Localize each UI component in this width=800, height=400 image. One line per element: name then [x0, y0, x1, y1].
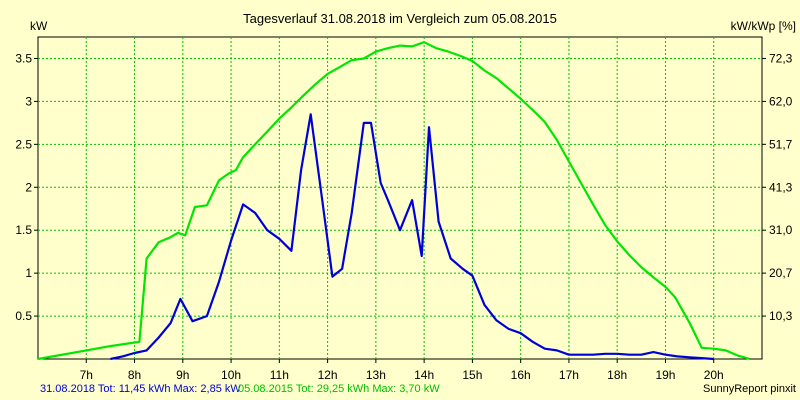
y2-tick-label: 51,7: [769, 137, 793, 151]
x-tick-label: 11h: [270, 368, 289, 382]
x-tick-label: 7h: [80, 368, 93, 382]
y-tick-label: 2.5: [15, 137, 32, 151]
y2-tick-label: 41,3: [769, 180, 793, 194]
x-tick-label: 12h: [318, 368, 338, 382]
y-tick-label: 3.5: [15, 51, 32, 65]
x-tick-label: 13h: [366, 368, 386, 382]
x-tick-label: 18h: [607, 368, 627, 382]
y-tick-label: 1: [25, 266, 32, 280]
x-tick-label: 15h: [462, 368, 482, 382]
footer-credit: SunnyReport pinxit: [703, 383, 796, 395]
x-tick-label: 16h: [511, 368, 531, 382]
grid: [38, 37, 762, 359]
x-tick-label: 10h: [221, 368, 241, 382]
y-axis-right: 10,3 20,7 31,0 41,3 51,7 62,0 72,3: [762, 51, 793, 323]
y-tick-label: 3: [25, 94, 32, 108]
plot-area: [37, 36, 763, 360]
y-axis-left-label: kW: [30, 19, 48, 33]
y2-tick-label: 31,0: [769, 223, 793, 237]
x-tick-label: 20h: [704, 368, 724, 382]
x-tick-label: 9h: [176, 368, 189, 382]
x-axis: 7h 8h 9h 10h 11h 12h 13h 14h 15h 16h 17h 18h 19h 20h: [80, 359, 724, 382]
y2-tick-label: 10,3: [769, 309, 793, 323]
y2-tick-label: 62,0: [769, 94, 793, 108]
x-tick-label: 14h: [414, 368, 434, 382]
x-tick-label: 17h: [559, 368, 579, 382]
series-line-05-08-2015: [37, 41, 751, 361]
y-tick-label: 1.5: [15, 223, 32, 237]
y-tick-label: 0.5: [15, 309, 32, 323]
y-tick-label: 2: [25, 180, 32, 194]
series-line-31-08-2018: [110, 113, 714, 361]
y2-tick-label: 72,3: [769, 51, 793, 65]
series-layer: [37, 41, 751, 361]
legend-series-2015: 05.08.2015 Tot: 29,25 kWh Max: 3,70 kW: [238, 383, 440, 395]
y2-tick-label: 20,7: [769, 266, 793, 280]
x-tick-label: 8h: [128, 368, 141, 382]
legend-series-2018: 31.08.2018 Tot: 11,45 kWh Max: 2,85 kW: [40, 383, 241, 395]
y-axis-right-label: kW/kWp [%]: [731, 19, 796, 33]
chart-title: Tagesverlauf 31.08.2018 im Vergleich zum…: [243, 11, 557, 26]
x-tick-label: 19h: [655, 368, 675, 382]
y-axis-left: 0.5 1 1.5 2 2.5 3 3.5: [15, 51, 38, 323]
